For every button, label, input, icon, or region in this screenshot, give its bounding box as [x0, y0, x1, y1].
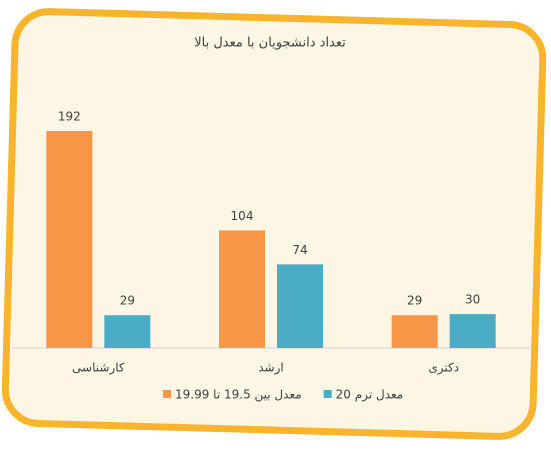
- bar: [449, 314, 496, 348]
- legend-swatch: [163, 390, 171, 398]
- value-label: 29: [407, 294, 422, 308]
- x-tick-label: کارشناسی: [72, 361, 125, 376]
- x-tick-label: ارشد: [258, 361, 283, 376]
- bar: [46, 131, 93, 348]
- value-label: 74: [292, 243, 307, 257]
- bar: [104, 315, 151, 348]
- value-label: 104: [231, 209, 254, 223]
- value-label: 30: [465, 293, 480, 307]
- legend-label: معدل بین 19.5 تا 19.99: [175, 388, 302, 403]
- value-label: 29: [120, 294, 135, 308]
- legend-swatch: [323, 390, 332, 398]
- value-label: 192: [58, 110, 81, 124]
- bar: [219, 230, 265, 348]
- x-tick-label: دکتری: [428, 361, 459, 376]
- chart-title: تعداد دانشجویان با معدل بالا: [194, 36, 346, 51]
- legend-label: معدل ترم 20: [336, 388, 404, 403]
- bar: [391, 315, 438, 348]
- bar: [277, 264, 323, 348]
